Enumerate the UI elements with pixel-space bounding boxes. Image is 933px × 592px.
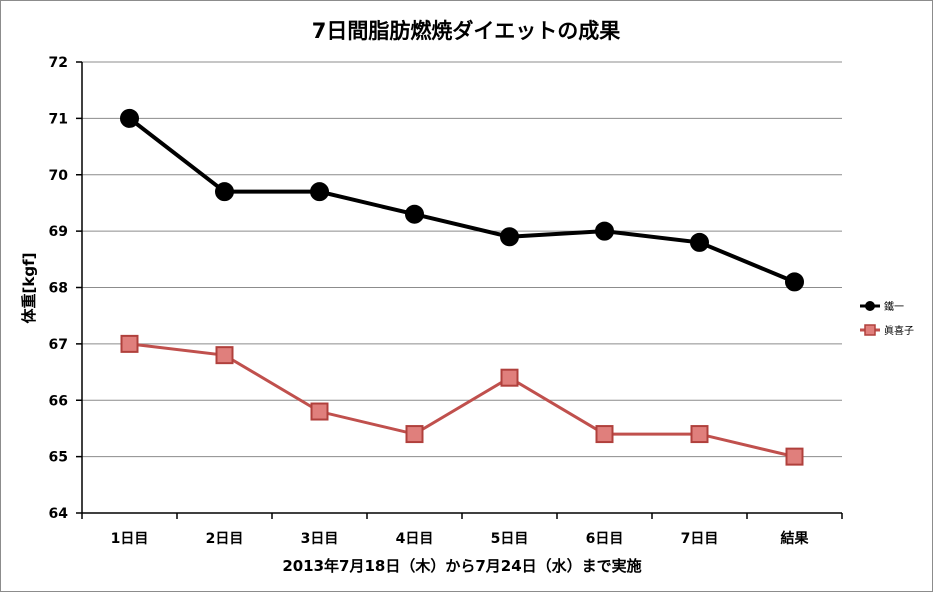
series-line [129, 342, 795, 459]
data-point [500, 368, 519, 387]
x-tick-label: 3日目 [301, 531, 339, 547]
y-tick-label: 67 [49, 337, 68, 353]
x-tick-label: 4日目 [396, 531, 434, 547]
data-point [690, 425, 709, 444]
x-tick-label: 5日目 [491, 531, 529, 547]
x-tick-label: 結果 [781, 530, 810, 547]
y-tick-label: 66 [49, 393, 68, 409]
legend-marker [865, 301, 875, 311]
y-tick-label: 72 [49, 55, 68, 71]
data-point [785, 272, 804, 292]
legend-label: 鐵一 [884, 300, 904, 313]
data-point [215, 346, 234, 365]
y-tick-label: 64 [49, 506, 69, 522]
data-point [690, 232, 709, 252]
data-point [785, 447, 804, 466]
y-axis-label: 体重[kgf] [20, 253, 38, 324]
legend-item: 鐵一 [860, 300, 904, 313]
data-point [310, 182, 329, 202]
legend-label: 眞喜子 [884, 324, 914, 337]
data-point [120, 108, 139, 128]
data-point [405, 204, 424, 224]
series-2 [120, 334, 804, 466]
data-point [215, 182, 234, 202]
series-line [128, 116, 796, 284]
y-tick-label: 70 [49, 168, 69, 184]
data-point [595, 425, 614, 444]
y-tick-label: 71 [49, 111, 68, 127]
y-tick-label: 69 [49, 224, 68, 240]
series-layer [120, 108, 804, 466]
data-point [310, 402, 329, 421]
data-point [120, 334, 139, 353]
x-tick-label: 7日目 [681, 531, 719, 547]
x-tick-label: 1日目 [111, 531, 149, 547]
data-point [595, 221, 614, 241]
x-tick-label: 2日目 [206, 531, 244, 547]
chart-title: 7日間脂肪燃焼ダイエットの成果 [312, 19, 620, 43]
gridlines [76, 61, 842, 514]
data-point [405, 425, 424, 444]
legend-item: 眞喜子 [860, 324, 914, 337]
y-tick-label: 65 [49, 450, 68, 466]
x-tick-label: 6日目 [586, 531, 624, 547]
axes [81, 62, 843, 519]
data-point [500, 227, 519, 247]
x-axis-label: 2013年7月18日（木）から7月24日（水）まで実施 [282, 557, 641, 575]
series-1 [120, 108, 804, 292]
legend-marker [864, 324, 876, 336]
y-tick-labels: 64 65 66 67 68 69 70 71 72 [49, 55, 69, 522]
x-tick-labels: 1日目 2日目 3日目 4日目 5日目 6日目 7日目 結果 [111, 530, 810, 547]
y-tick-label: 68 [49, 281, 68, 297]
